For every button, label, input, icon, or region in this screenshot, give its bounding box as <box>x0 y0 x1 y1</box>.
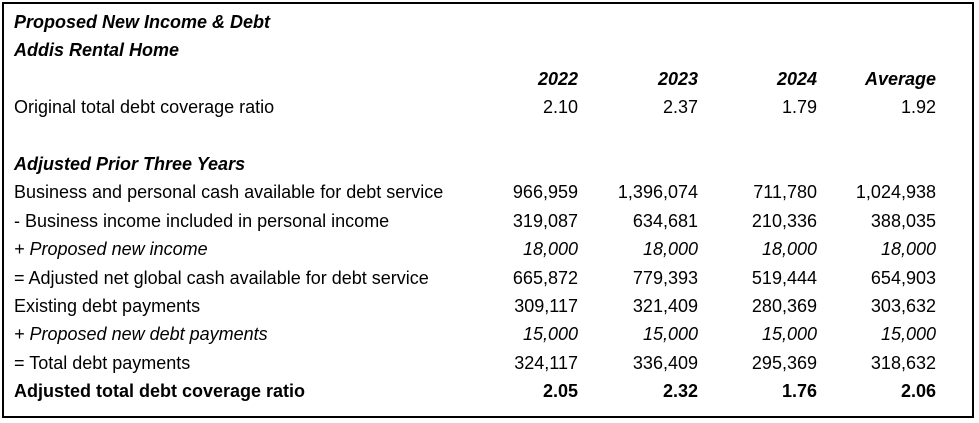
column-header-2024: 2024 <box>776 69 817 89</box>
table-row: = Adjusted net global cash available for… <box>14 265 944 291</box>
table-row: + Proposed new debt payments 15,000 15,0… <box>14 321 944 347</box>
cell-2023: 779,393 <box>632 268 698 288</box>
table-row: Existing debt payments 309,117 321,409 2… <box>14 293 944 319</box>
cell-2022: 324,117 <box>514 353 578 373</box>
row-label: Original total debt coverage ratio <box>14 97 275 117</box>
cell-2023: 336,409 <box>632 353 698 373</box>
cell-2024: 1.76 <box>781 381 817 401</box>
subtitle-row: Addis Rental Home <box>14 37 944 63</box>
title-row: Proposed New Income & Debt <box>14 9 944 35</box>
cell-average: 2.06 <box>900 381 936 401</box>
cell-2022: 2.05 <box>542 381 578 401</box>
cell-2022: 665,872 <box>512 268 578 288</box>
page-subtitle: Addis Rental Home <box>14 40 180 60</box>
cell-average: 18,000 <box>880 239 936 259</box>
page-title: Proposed New Income & Debt <box>14 12 271 32</box>
row-label: + Proposed new income <box>14 239 208 259</box>
column-header-average: Average <box>864 69 936 89</box>
original-ratio-row: Original total debt coverage ratio 2.10 … <box>14 94 944 120</box>
row-label: Business and personal cash available for… <box>14 182 444 202</box>
cell-average: 1.92 <box>900 97 936 117</box>
cell-2024: 295,369 <box>751 353 817 373</box>
table-row: = Total debt payments 324,117 336,409 29… <box>14 350 944 376</box>
cell-average: 388,035 <box>870 211 936 231</box>
cell-2024: 18,000 <box>761 239 817 259</box>
cell-2023: 634,681 <box>632 211 698 231</box>
table-frame <box>2 2 974 418</box>
column-header-row: 2022 2023 2024 Average <box>14 66 944 92</box>
row-label: Adjusted total debt coverage ratio <box>14 381 306 401</box>
table-row: Business and personal cash available for… <box>14 179 944 205</box>
cell-average: 303,632 <box>870 296 936 316</box>
cell-average: 654,903 <box>870 268 936 288</box>
cell-average: 15,000 <box>880 324 936 344</box>
cell-2024: 210,336 <box>751 211 817 231</box>
cell-2024: 280,369 <box>751 296 817 316</box>
cell-2023: 1,396,074 <box>617 182 698 202</box>
cell-2022: 966,959 <box>512 182 578 202</box>
cell-2024: 519,444 <box>751 268 817 288</box>
row-label: = Total debt payments <box>14 353 191 373</box>
row-label: + Proposed new debt payments <box>14 324 268 344</box>
table-row: + Proposed new income 18,000 18,000 18,0… <box>14 236 944 262</box>
cell-2023: 15,000 <box>642 324 698 344</box>
table-row: - Business income included in personal i… <box>14 208 944 234</box>
cell-2022: 319,087 <box>512 211 578 231</box>
row-label: = Adjusted net global cash available for… <box>14 268 429 288</box>
row-label: Existing debt payments <box>14 296 201 316</box>
cell-2023: 2.32 <box>662 381 698 401</box>
column-header-2023: 2023 <box>657 69 698 89</box>
cell-2022: 18,000 <box>522 239 578 259</box>
cell-average: 1,024,938 <box>855 182 936 202</box>
cell-average: 318,632 <box>870 353 936 373</box>
column-header-2022: 2022 <box>537 69 578 89</box>
row-label: - Business income included in personal i… <box>14 211 390 231</box>
cell-2024: 15,000 <box>761 324 817 344</box>
cell-2022: 2.10 <box>542 97 578 117</box>
cell-2023: 2.37 <box>662 97 698 117</box>
cell-2024: 1.79 <box>781 97 817 117</box>
cell-2023: 18,000 <box>642 239 698 259</box>
cell-2024: 711,780 <box>753 182 817 202</box>
cell-2022: 309,117 <box>514 296 578 316</box>
cell-2022: 15,000 <box>522 324 578 344</box>
section-title-row: Adjusted Prior Three Years <box>14 151 944 177</box>
section-title: Adjusted Prior Three Years <box>14 154 246 174</box>
cell-2023: 321,409 <box>632 296 698 316</box>
table-row-total: Adjusted total debt coverage ratio 2.05 … <box>14 378 944 404</box>
